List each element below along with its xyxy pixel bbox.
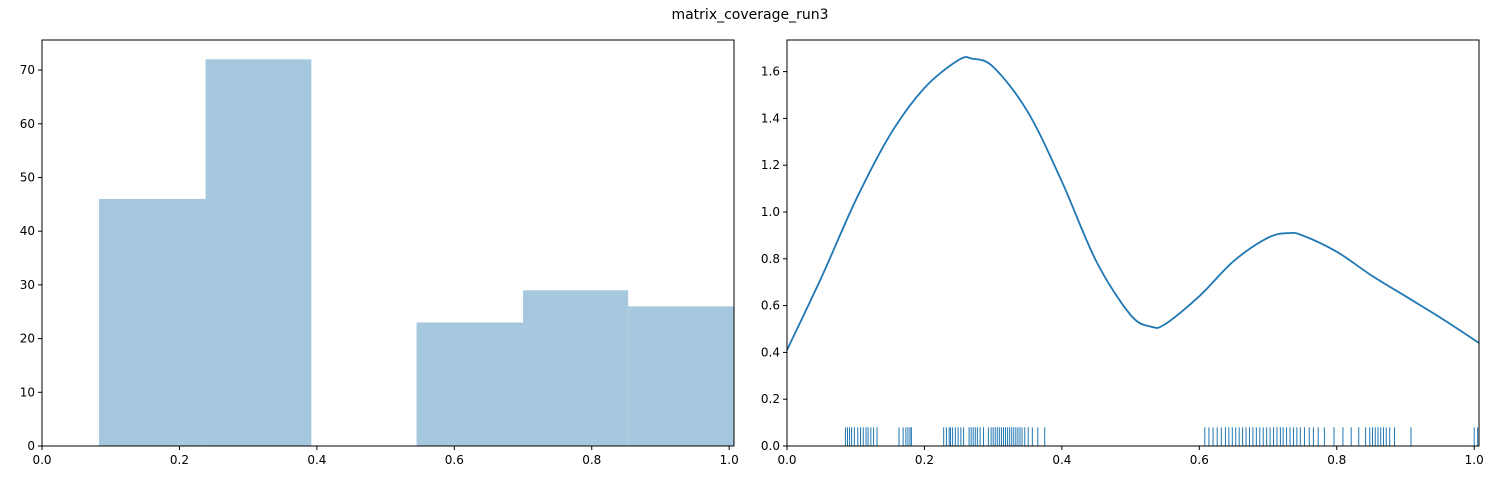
x-tick-label: 0.6 bbox=[445, 453, 464, 467]
x-tick-label: 0.2 bbox=[915, 453, 934, 467]
x-tick-label: 1.0 bbox=[1465, 453, 1484, 467]
histogram-bar bbox=[99, 198, 206, 446]
plot-frame bbox=[786, 39, 1480, 447]
histogram-bar bbox=[628, 306, 734, 446]
x-tick-label: 0.2 bbox=[170, 453, 189, 467]
x-tick-label: 0.4 bbox=[1052, 453, 1071, 467]
y-tick-label: 10 bbox=[20, 385, 35, 399]
x-tick-label: 0.6 bbox=[1190, 453, 1209, 467]
figure-title: matrix_coverage_run3 bbox=[671, 7, 829, 23]
kde-line bbox=[786, 56, 1480, 351]
y-tick-label: 30 bbox=[20, 278, 35, 292]
x-tick-label: 0.8 bbox=[1327, 453, 1346, 467]
y-tick-label: 40 bbox=[20, 224, 35, 238]
y-tick-label: 0.8 bbox=[761, 252, 780, 266]
x-tick-label: 0.0 bbox=[777, 453, 796, 467]
y-tick-label: 50 bbox=[20, 170, 35, 184]
y-tick-label: 20 bbox=[20, 332, 35, 346]
y-tick-label: 0.0 bbox=[761, 439, 780, 453]
kde-panel: 0.0 0.2 0.4 0.6 0.8 1.0 0.0 0.2 0.4 0.6 0.8 1.0 1.2 1… bbox=[761, 39, 1484, 467]
y-tick-label: 1.2 bbox=[761, 158, 780, 172]
histogram-bar bbox=[523, 290, 629, 446]
y-tick-label: 0.2 bbox=[761, 392, 780, 406]
x-tick-label: 1.0 bbox=[720, 453, 739, 467]
histogram-panel: 0.0 0.2 0.4 0.6 0.8 1.0 0 10 20 30 40 50 60 70 bbox=[20, 39, 739, 467]
plot-frame bbox=[41, 39, 735, 447]
x-tick-label: 0.0 bbox=[32, 453, 51, 467]
y-tick-label: 1.0 bbox=[761, 205, 780, 219]
y-tick-label: 60 bbox=[20, 117, 35, 131]
histogram-bar bbox=[416, 322, 524, 446]
y-tick-label: 0 bbox=[27, 439, 35, 453]
x-tick-label: 0.4 bbox=[307, 453, 326, 467]
y-tick-label: 0.6 bbox=[761, 299, 780, 313]
y-tick-label: 0.4 bbox=[761, 345, 780, 359]
y-tick-label: 70 bbox=[20, 63, 35, 77]
x-tick-label: 0.8 bbox=[582, 453, 601, 467]
y-tick-label: 1.6 bbox=[761, 65, 780, 79]
y-tick-label: 1.4 bbox=[761, 111, 780, 125]
histogram-bar bbox=[205, 59, 312, 446]
